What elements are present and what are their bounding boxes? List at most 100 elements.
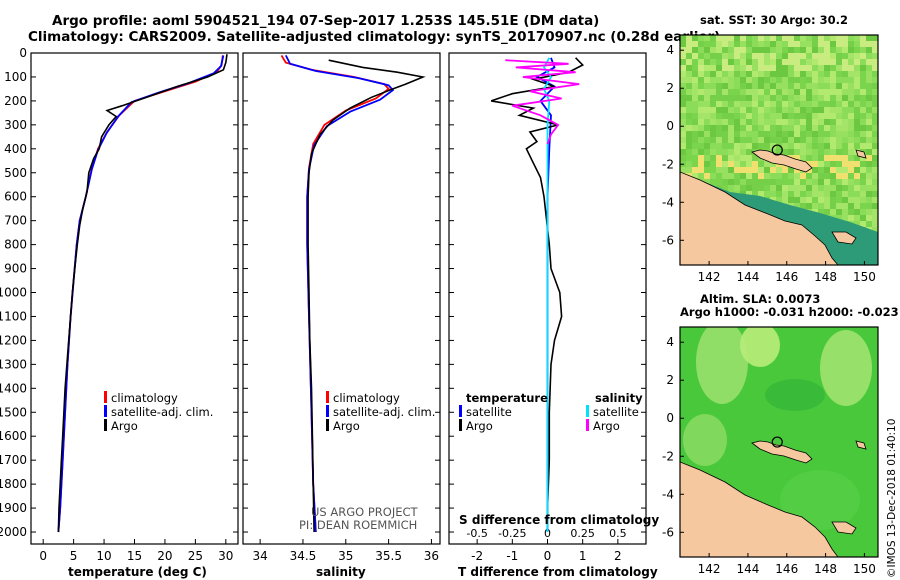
sst-cell bbox=[818, 173, 824, 179]
sst-cell bbox=[836, 167, 842, 173]
sst-cell bbox=[794, 113, 800, 119]
sst-cell bbox=[800, 203, 806, 209]
sst-cell bbox=[842, 215, 848, 221]
sst-cell bbox=[800, 137, 806, 143]
sst-cell bbox=[776, 149, 782, 155]
sst-cell bbox=[788, 83, 794, 89]
sst-cell bbox=[746, 173, 752, 179]
sst-cell bbox=[794, 179, 800, 185]
sst-cell bbox=[680, 83, 686, 89]
sst-cell bbox=[818, 119, 824, 125]
sst-cell bbox=[860, 53, 866, 59]
sst-cell bbox=[734, 71, 740, 77]
map-lon-label: 142 bbox=[698, 270, 721, 284]
sst-cell bbox=[842, 47, 848, 53]
sst-cell bbox=[818, 155, 824, 161]
sst-cell bbox=[764, 53, 770, 59]
sst-cell bbox=[866, 185, 872, 191]
sst-cell bbox=[764, 41, 770, 47]
sst-cell bbox=[698, 125, 704, 131]
sst-cell bbox=[722, 41, 728, 47]
sst-cell bbox=[806, 77, 812, 83]
sst-cell bbox=[818, 113, 824, 119]
sst-argo-position-marker bbox=[771, 144, 783, 156]
x-tick-label: 5 bbox=[70, 549, 78, 563]
x-tick-label: 10 bbox=[96, 549, 111, 563]
sst-cell bbox=[818, 41, 824, 47]
sst-cell bbox=[788, 53, 794, 59]
sst-cell bbox=[848, 47, 854, 53]
sst-cell bbox=[734, 107, 740, 113]
sst-cell bbox=[842, 155, 848, 161]
x-tick-label: 1 bbox=[579, 549, 587, 563]
sst-cell bbox=[716, 83, 722, 89]
sst-cell bbox=[692, 77, 698, 83]
sst-cell bbox=[782, 173, 788, 179]
sst-cell bbox=[788, 47, 794, 53]
sst-cell bbox=[824, 53, 830, 59]
sst-cell bbox=[752, 191, 758, 197]
sst-cell bbox=[872, 191, 878, 197]
sst-cell bbox=[740, 143, 746, 149]
sst-cell bbox=[734, 179, 740, 185]
sst-cell bbox=[872, 137, 878, 143]
sst-cell bbox=[692, 143, 698, 149]
sst-cell bbox=[830, 197, 836, 203]
sst-cell bbox=[752, 185, 758, 191]
sst-cell bbox=[824, 167, 830, 173]
sst-cell bbox=[854, 221, 860, 227]
sst-cell bbox=[704, 71, 710, 77]
sst-cell bbox=[824, 119, 830, 125]
sst-cell bbox=[794, 59, 800, 65]
sst-cell bbox=[698, 35, 704, 41]
sst-cell bbox=[686, 83, 692, 89]
sst-cell bbox=[716, 65, 722, 71]
sst-cell bbox=[704, 179, 710, 185]
sst-cell bbox=[710, 59, 716, 65]
sst-cell bbox=[698, 95, 704, 101]
sst-cell bbox=[812, 89, 818, 95]
sst-cell bbox=[794, 119, 800, 125]
sst-cell bbox=[740, 35, 746, 41]
sst-map: 142 144 146 148 150 4 2 0 -2 -4 -6 bbox=[662, 34, 879, 284]
sst-cell bbox=[758, 173, 764, 179]
sst-cell bbox=[848, 59, 854, 65]
sst-cell bbox=[692, 65, 698, 71]
sst-cell bbox=[824, 107, 830, 113]
sst-cell bbox=[842, 113, 848, 119]
sst-cell bbox=[860, 155, 866, 161]
map-lon-label: 150 bbox=[853, 270, 876, 284]
sst-cell bbox=[722, 173, 728, 179]
sst-cell bbox=[770, 71, 776, 77]
sst-cell bbox=[728, 59, 734, 65]
sst-cell bbox=[734, 65, 740, 71]
sst-cell bbox=[710, 107, 716, 113]
sst-cell bbox=[842, 137, 848, 143]
sst-cell bbox=[788, 179, 794, 185]
sst-cell bbox=[818, 77, 824, 83]
sst-cell bbox=[734, 143, 740, 149]
sst-cell bbox=[692, 101, 698, 107]
sst-cell bbox=[872, 185, 878, 191]
sst-cell bbox=[836, 191, 842, 197]
sst-cell bbox=[830, 155, 836, 161]
sst-cell bbox=[866, 41, 872, 47]
legend-satellite: satellite-adj. clim. bbox=[111, 405, 213, 419]
sst-cell bbox=[776, 95, 782, 101]
sst-cell bbox=[788, 89, 794, 95]
sst-cell bbox=[764, 35, 770, 41]
sst-cell bbox=[758, 137, 764, 143]
sst-cell bbox=[794, 95, 800, 101]
sst-cell bbox=[734, 113, 740, 119]
sst-cell bbox=[764, 83, 770, 89]
sst-cell bbox=[686, 53, 692, 59]
sst-cell bbox=[764, 47, 770, 53]
sst-cell bbox=[746, 35, 752, 41]
sst-cell bbox=[728, 149, 734, 155]
sst-cell bbox=[830, 131, 836, 137]
sst-cell bbox=[776, 113, 782, 119]
sst-cell bbox=[710, 131, 716, 137]
sst-cell bbox=[782, 89, 788, 95]
sst-map-axes: 142 144 146 148 150 4 2 0 -2 -4 -6 bbox=[662, 43, 876, 284]
sst-cell bbox=[872, 179, 878, 185]
